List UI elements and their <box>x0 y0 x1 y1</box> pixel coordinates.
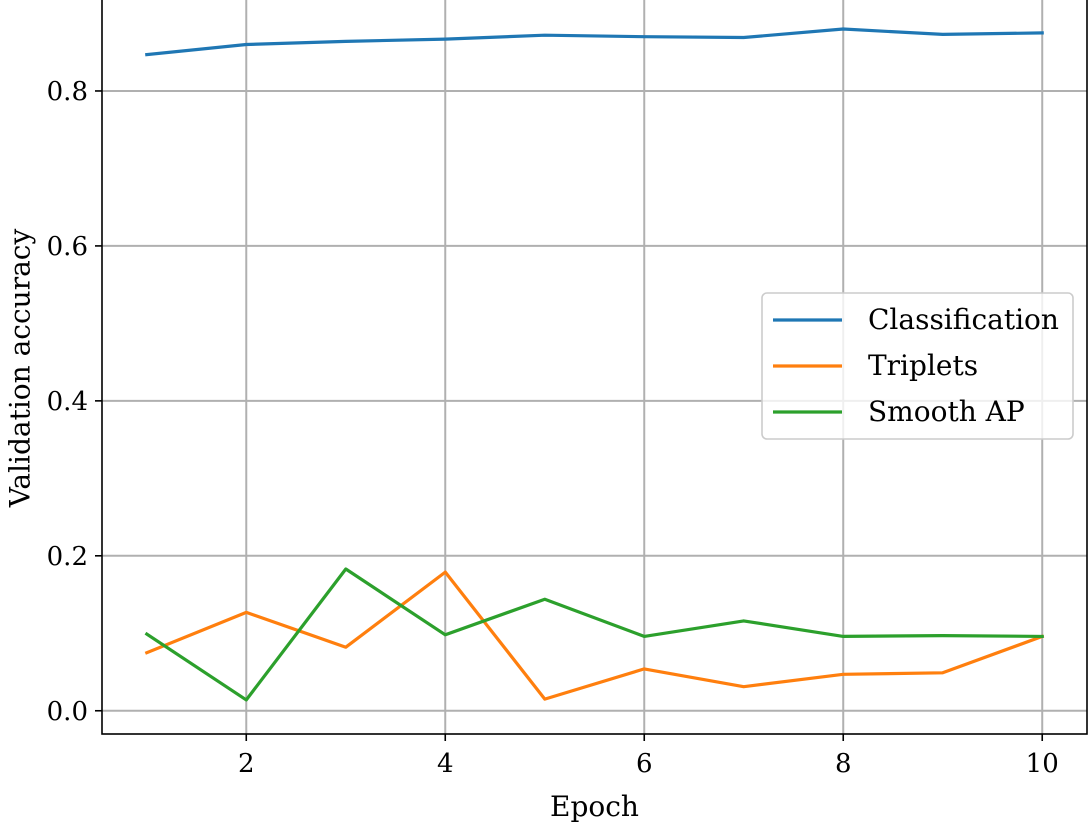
series-line-smooth-ap <box>144 567 1044 702</box>
legend-label: Classification <box>868 303 1059 336</box>
y-ticks: 0.0 0.2 0.4 0.6 0.8 <box>47 77 102 727</box>
y-gridlines <box>102 89 1087 712</box>
y-tick-label: 0.0 <box>47 697 88 727</box>
x-tick-label: 4 <box>437 749 454 779</box>
legend-label: Triplets <box>868 349 978 382</box>
y-tick-label: 0.4 <box>47 387 88 417</box>
x-tick-label: 2 <box>238 749 255 779</box>
x-axis-label: Epoch <box>550 790 639 823</box>
y-tick-label: 0.2 <box>47 542 88 572</box>
x-ticks: 2 4 6 8 10 <box>238 734 1059 779</box>
x-tick-label: 6 <box>636 749 653 779</box>
x-tick-label: 10 <box>1026 749 1059 779</box>
legend-box <box>761 292 1074 440</box>
series-line-triplets <box>144 570 1045 701</box>
y-tick-label: 0.8 <box>47 77 88 107</box>
y-axis-label: Validation accuracy <box>4 229 37 509</box>
axes <box>101 0 1088 735</box>
legend: Classification Triplets Smooth AP <box>761 292 1074 440</box>
y-tick-label: 0.6 <box>47 232 88 262</box>
legend-label: Smooth AP <box>868 395 1025 428</box>
plot-frame <box>101 0 1088 735</box>
series-line-classification <box>145 27 1044 57</box>
x-tick-label: 8 <box>835 749 852 779</box>
series-layer <box>144 27 1045 702</box>
